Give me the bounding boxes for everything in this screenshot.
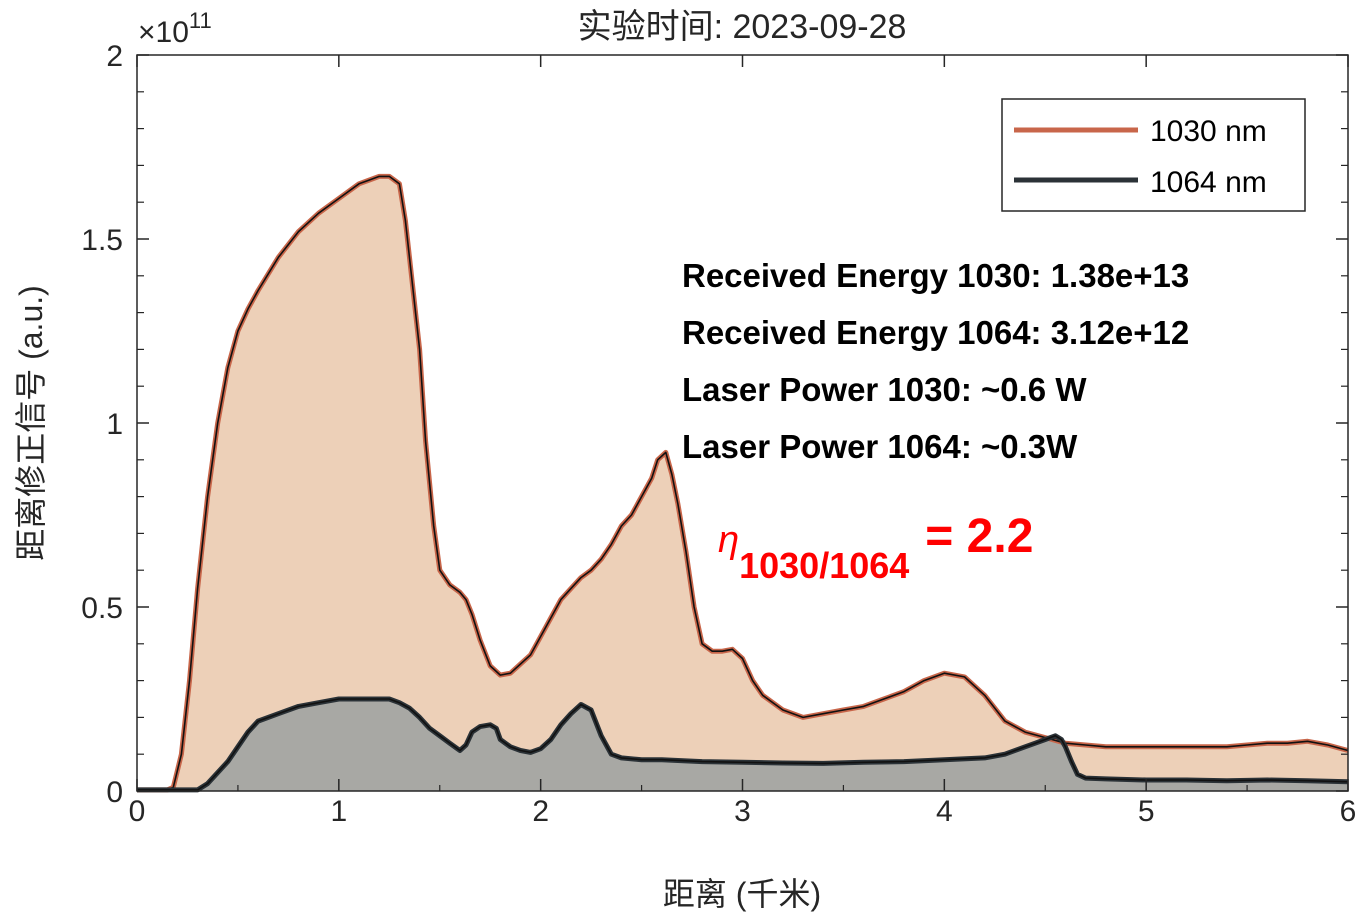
series-layer: [137, 173, 1349, 793]
y-tick-label: 0.5: [81, 592, 123, 625]
x-axis-label: 距离 (千米): [663, 876, 821, 912]
x-tick-label: 5: [1138, 795, 1155, 828]
series-line-0: [137, 175, 1349, 791]
x-tick-label: 4: [936, 795, 953, 828]
y-tick-label: 2: [106, 40, 123, 73]
annotations: Received Energy 1030: 1.38e+13 Received …: [682, 257, 1189, 465]
y-tick-label: 0: [106, 776, 123, 809]
x-tick-label: 6: [1340, 795, 1357, 828]
legend-label-1030: 1030 nm: [1150, 115, 1267, 148]
x-tick-label: 0: [129, 795, 146, 828]
y-tick-label: 1: [106, 408, 123, 441]
y-exponent-base: ×10: [138, 16, 189, 49]
eta-value: = 2.2: [925, 510, 1033, 563]
eta-subscript: 1030/1064: [739, 545, 909, 586]
y-tick-label: 1.5: [81, 224, 123, 257]
series-line-1: [137, 698, 1349, 791]
chart-title: 实验时间: 2023-09-28: [578, 8, 907, 46]
ticks-layer: 0 1 2 3 4 5 6 0 0.5 1 1.5 2: [81, 40, 1356, 828]
eta-symbol: η: [718, 519, 739, 561]
annotation-laser-power-1030: Laser Power 1030: ~0.6 W: [682, 371, 1087, 408]
eta-ratio-annotation: η1030/1064 = 2.2: [718, 510, 1033, 586]
legend-box: [1001, 98, 1306, 212]
y-exponent-label: ×1011: [138, 8, 212, 49]
annotation-received-energy-1030: Received Energy 1030: 1.38e+13: [682, 257, 1189, 294]
x-tick-label: 1: [330, 795, 347, 828]
y-axis-label: 距离修正信号 (a.u.): [13, 285, 49, 561]
legend: 1030 nm 1064 nm: [1001, 98, 1306, 212]
y-exponent-power: 11: [189, 8, 212, 33]
x-tick-label: 3: [734, 795, 751, 828]
annotation-received-energy-1064: Received Energy 1064: 3.12e+12: [682, 314, 1189, 351]
series-area-0: [137, 176, 1348, 791]
series-area-1: [137, 699, 1348, 791]
legend-label-1064: 1064 nm: [1150, 166, 1267, 199]
x-tick-label: 2: [532, 795, 549, 828]
annotation-laser-power-1064: Laser Power 1064: ~0.3W: [682, 428, 1078, 465]
